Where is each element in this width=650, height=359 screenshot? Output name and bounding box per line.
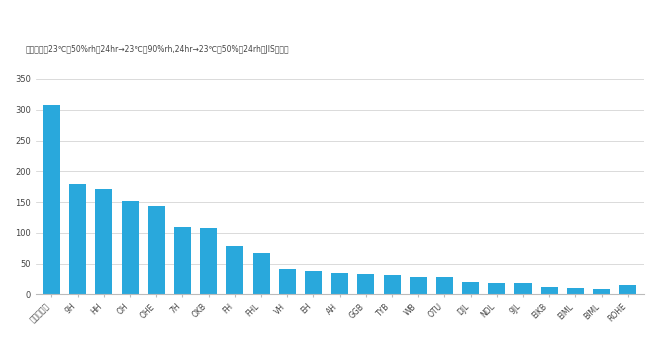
Bar — [515, 283, 532, 294]
Bar — [410, 276, 427, 294]
Bar — [462, 282, 479, 294]
Bar — [331, 273, 348, 294]
Bar — [69, 183, 86, 294]
Bar — [200, 228, 217, 294]
Bar — [619, 285, 636, 294]
Bar — [174, 227, 191, 294]
Bar — [148, 206, 164, 294]
Bar — [252, 253, 270, 294]
Bar — [43, 105, 60, 294]
Bar — [541, 287, 558, 294]
Bar — [436, 277, 453, 294]
Bar — [593, 289, 610, 294]
Bar — [384, 275, 400, 294]
Bar — [567, 288, 584, 294]
Bar — [226, 246, 243, 294]
Text: 試験条件：23℃、50%rh、24hr→23℃、90%rh,24hr→23℃、50%、24rh（JIS平均）: 試験条件：23℃、50%rh、24hr→23℃、90%rh,24hr→23℃、5… — [26, 45, 290, 54]
Bar — [96, 189, 112, 294]
Bar — [279, 269, 296, 294]
Bar — [305, 271, 322, 294]
Bar — [122, 201, 138, 294]
Text: ナテユールと市販塗り壁材の調湿性能の比較（仕上げ材のみの調湿性能）: ナテユールと市販塗り壁材の調湿性能の比較（仕上げ材のみの調湿性能） — [202, 14, 448, 27]
Bar — [358, 274, 374, 294]
Bar — [488, 283, 505, 294]
